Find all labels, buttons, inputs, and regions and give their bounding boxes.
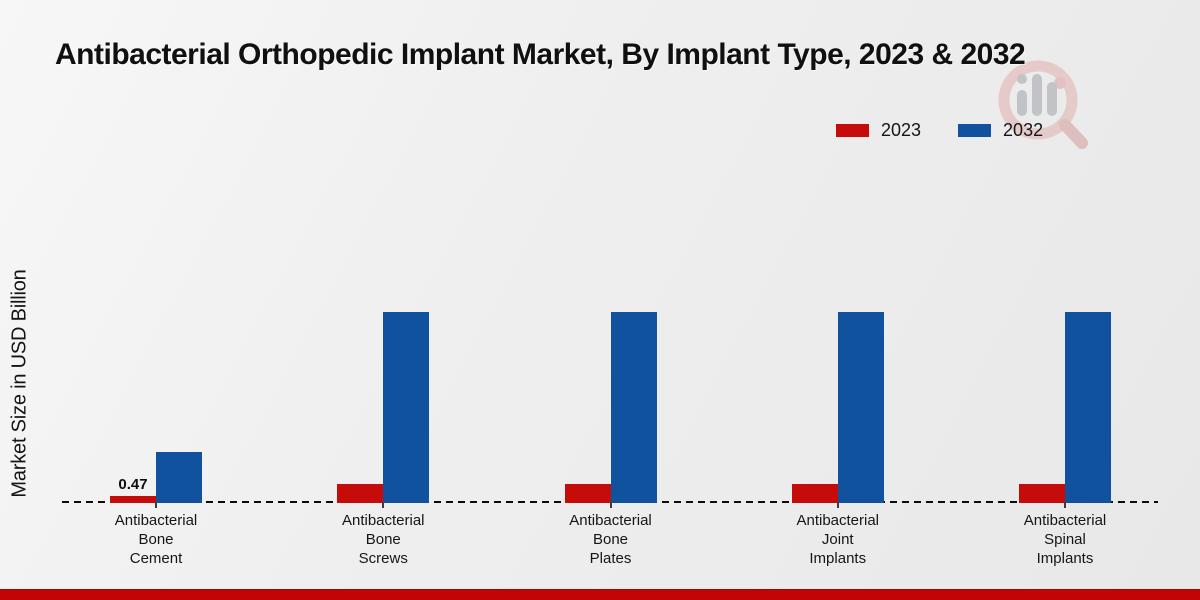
chart-title: Antibacterial Orthopedic Implant Market,… — [55, 38, 1026, 71]
x-axis-tick — [155, 503, 157, 508]
legend-swatch-2032 — [958, 124, 992, 137]
x-axis-tick — [382, 503, 385, 508]
x-axis-tick — [609, 503, 612, 508]
x-axis-tick — [836, 503, 839, 508]
brand-watermark-icon — [998, 60, 1088, 149]
category-label: Antibacterial Bone Plates — [569, 512, 652, 567]
category-label: Antibacterial Spinal Implants — [1023, 512, 1107, 567]
category-label: Antibacterial Bone Screws — [341, 512, 425, 567]
bar-2023-category-3 — [791, 484, 838, 503]
bar-2032-category-1 — [383, 312, 430, 503]
bar-2023-category-0 — [110, 496, 156, 503]
bar-2023-category-4 — [1019, 484, 1065, 503]
legend-item-2032: 2032 — [958, 120, 1043, 141]
category-label: Antibacterial Joint Implants — [796, 512, 880, 567]
legend-item-2023: 2023 — [836, 120, 921, 141]
bar-2032-category-0 — [156, 452, 202, 503]
legend: 2023 2032 — [836, 120, 1043, 141]
legend-label-2032: 2032 — [1003, 120, 1044, 140]
bar-2023-category-1 — [337, 484, 384, 503]
legend-swatch-2023 — [836, 124, 869, 137]
bar-2023-category-2 — [564, 484, 611, 503]
x-axis-tick — [1064, 503, 1066, 508]
legend-label-2023: 2023 — [881, 120, 922, 140]
bar-2032-category-4 — [1065, 312, 1111, 503]
bar-value-label: 0.47 — [118, 476, 148, 493]
category-label: Antibacterial Bone Cement — [114, 512, 198, 567]
bar-2032-category-2 — [610, 312, 657, 503]
footer-accent-bar — [0, 589, 1200, 600]
bar-2032-category-3 — [837, 312, 884, 503]
